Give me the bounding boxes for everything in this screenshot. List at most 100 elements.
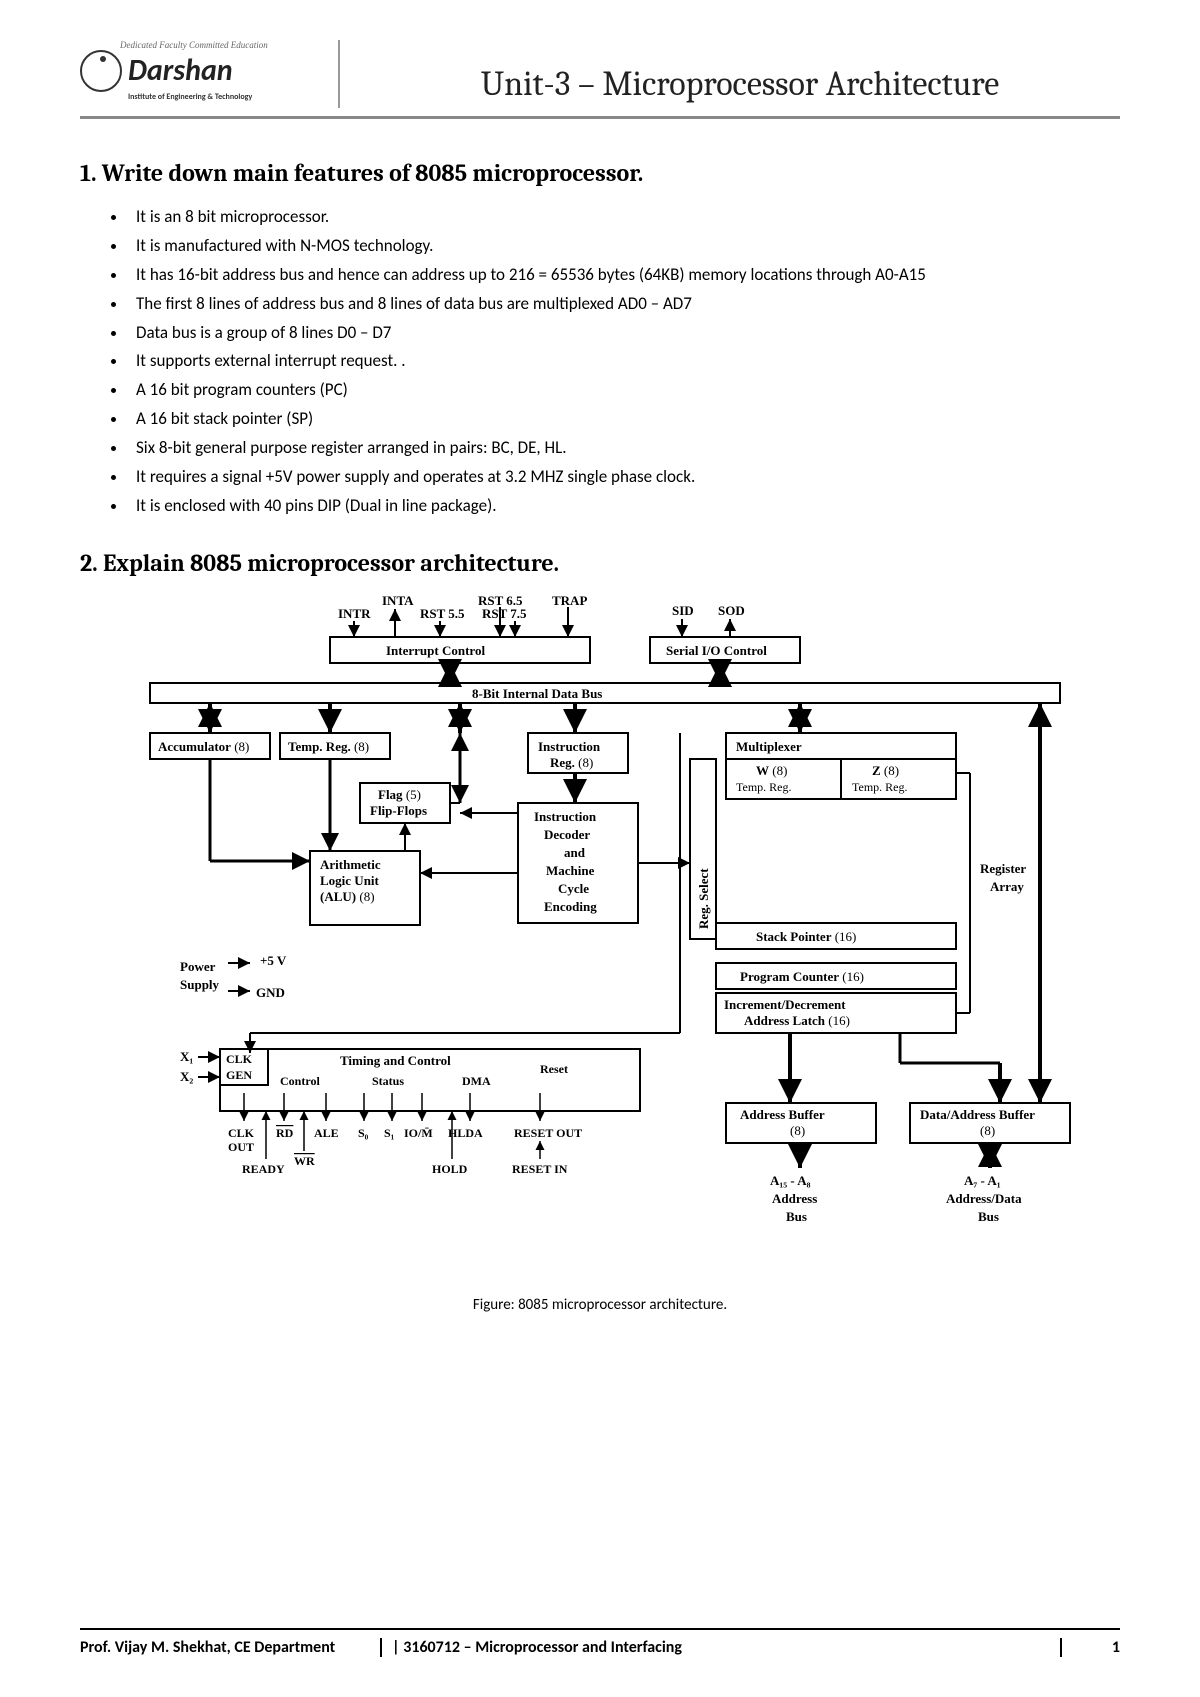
svg-text:INTA: INTA — [382, 593, 414, 608]
svg-text:Power: Power — [180, 959, 216, 974]
svg-text:Control: Control — [280, 1074, 320, 1088]
footer-course: | 3160712 – Microprocessor and Interfaci… — [380, 1638, 1060, 1657]
architecture-diagram: INTR INTA RST 5.5 RST 6.5 RST 7.5 TRAP S… — [80, 593, 1120, 1314]
svg-text:S₀: S₀ — [358, 1126, 369, 1140]
unit-title: Unit-3 – Microprocessor Architecture — [340, 64, 1120, 108]
logo-block: Dedicated Faculty Committed Education Da… — [80, 40, 340, 108]
svg-text:(8): (8) — [980, 1123, 995, 1138]
svg-text:Reg. Select: Reg. Select — [696, 867, 711, 928]
svg-text:Instruction: Instruction — [538, 739, 601, 754]
list-item: A 16 bit stack pointer (SP) — [128, 405, 1120, 434]
svg-text:CLK: CLK — [226, 1052, 253, 1066]
list-item: It requires a signal +5V power supply an… — [128, 463, 1120, 492]
svg-text:READY: READY — [242, 1162, 285, 1176]
list-item: It is manufactured with N-MOS technology… — [128, 232, 1120, 261]
list-item: The first 8 lines of address bus and 8 l… — [128, 290, 1120, 319]
question-2-heading: 2. Explain 8085 microprocessor architect… — [80, 549, 1120, 577]
svg-text:Increment/Decrement: Increment/Decrement — [724, 997, 846, 1012]
svg-text:HOLD: HOLD — [432, 1162, 468, 1176]
svg-text:OUT: OUT — [228, 1140, 254, 1154]
svg-text:Serial I/O Control: Serial I/O Control — [666, 643, 767, 658]
svg-text:Accumulator (8): Accumulator (8) — [158, 739, 249, 754]
svg-text:SID: SID — [672, 603, 694, 618]
page-footer: Prof. Vijay M. Shekhat, CE Department | … — [80, 1628, 1120, 1657]
list-item: It is enclosed with 40 pins DIP (Dual in… — [128, 492, 1120, 521]
footer-author: Prof. Vijay M. Shekhat, CE Department — [80, 1638, 380, 1657]
svg-text:S₁: S₁ — [384, 1126, 395, 1140]
svg-text:RESET IN: RESET IN — [512, 1162, 568, 1176]
svg-text:(ALU) (8): (ALU) (8) — [320, 889, 375, 904]
logo-name: Darshan — [128, 56, 233, 86]
svg-text:Register: Register — [980, 861, 1026, 876]
svg-text:Supply: Supply — [180, 977, 220, 992]
svg-text:Flag (5): Flag (5) — [378, 787, 421, 802]
svg-text:A₇ - A₁: A₇ - A₁ — [964, 1173, 1001, 1188]
svg-text:Timing and Control: Timing and Control — [340, 1053, 451, 1068]
list-item: It is an 8 bit microprocessor. — [128, 203, 1120, 232]
logo-tagline: Dedicated Faculty Committed Education — [120, 40, 326, 50]
svg-text:Address: Address — [772, 1191, 817, 1206]
svg-text:Stack Pointer (16): Stack Pointer (16) — [756, 929, 856, 944]
svg-text:X₁: X₁ — [180, 1049, 193, 1064]
svg-text:RESET OUT: RESET OUT — [514, 1126, 582, 1140]
svg-text:Machine: Machine — [546, 863, 595, 878]
svg-text:GEN: GEN — [226, 1068, 252, 1082]
svg-text:Reset: Reset — [540, 1062, 568, 1076]
svg-text:IO/M̄: IO/M̄ — [404, 1126, 433, 1140]
svg-text:RD: RD — [276, 1126, 294, 1140]
svg-text:CLK: CLK — [228, 1126, 255, 1140]
svg-text:Bus: Bus — [786, 1209, 807, 1224]
svg-text:WR: WR — [294, 1154, 315, 1168]
svg-text:Data/Address Buffer: Data/Address Buffer — [920, 1107, 1035, 1122]
svg-text:DMA: DMA — [462, 1074, 491, 1088]
svg-text:Z (8): Z (8) — [872, 763, 899, 778]
svg-text:Cycle: Cycle — [558, 881, 589, 896]
svg-text:Temp. Reg. (8): Temp. Reg. (8) — [288, 739, 369, 754]
svg-text:GND: GND — [256, 985, 285, 1000]
svg-text:Decoder: Decoder — [544, 827, 590, 842]
svg-text:Array: Array — [990, 879, 1024, 894]
svg-text:8-Bit Internal Data Bus: 8-Bit Internal Data Bus — [472, 686, 602, 701]
features-list: It is an 8 bit microprocessor. It is man… — [128, 203, 1120, 521]
svg-text:Address Buffer: Address Buffer — [740, 1107, 825, 1122]
svg-text:Multiplexer: Multiplexer — [736, 739, 802, 754]
svg-text:HLDA: HLDA — [448, 1126, 483, 1140]
svg-text:Bus: Bus — [978, 1209, 999, 1224]
svg-text:INTR: INTR — [338, 606, 371, 621]
svg-text:Status: Status — [372, 1074, 404, 1088]
svg-text:A₁₅ - A₈: A₁₅ - A₈ — [770, 1173, 811, 1188]
darshan-logo-icon — [80, 50, 122, 92]
svg-text:and: and — [564, 845, 586, 860]
list-item: A 16 bit program counters (PC) — [128, 376, 1120, 405]
list-item: Six 8-bit general purpose register arran… — [128, 434, 1120, 463]
svg-text:Flip-Flops: Flip-Flops — [370, 803, 427, 818]
svg-text:RST 5.5: RST 5.5 — [420, 606, 465, 621]
svg-text:RST 7.5: RST 7.5 — [482, 606, 527, 621]
svg-text:Interrupt Control: Interrupt Control — [386, 643, 485, 658]
svg-text:(8): (8) — [790, 1123, 805, 1138]
logo-subtitle: Institute of Engineering & Technology — [128, 92, 326, 102]
svg-text:Temp. Reg.: Temp. Reg. — [852, 780, 907, 794]
figure-caption: Figure: 8085 microprocessor architecture… — [80, 1296, 1120, 1314]
svg-text:ALE: ALE — [314, 1126, 339, 1140]
page-header: Dedicated Faculty Committed Education Da… — [80, 40, 1120, 119]
svg-text:Encoding: Encoding — [544, 899, 597, 914]
svg-text:SOD: SOD — [718, 603, 745, 618]
svg-text:+5 V: +5 V — [260, 953, 287, 968]
list-item: Data bus is a group of 8 lines D0 – D7 — [128, 319, 1120, 348]
svg-text:Program Counter (16): Program Counter (16) — [740, 969, 864, 984]
svg-text:Address Latch (16): Address Latch (16) — [744, 1013, 850, 1028]
svg-text:X₂: X₂ — [180, 1069, 193, 1084]
list-item: It has 16-bit address bus and hence can … — [128, 261, 1120, 290]
svg-text:TRAP: TRAP — [552, 593, 587, 608]
svg-text:Reg. (8): Reg. (8) — [550, 755, 593, 770]
footer-page: 1 — [1060, 1638, 1120, 1657]
list-item: It supports external interrupt request. … — [128, 347, 1120, 376]
svg-text:W (8): W (8) — [756, 763, 787, 778]
svg-text:Address/Data: Address/Data — [946, 1191, 1022, 1206]
svg-text:Temp. Reg.: Temp. Reg. — [736, 780, 791, 794]
svg-text:Arithmetic: Arithmetic — [320, 857, 381, 872]
svg-text:Logic Unit: Logic Unit — [320, 873, 380, 888]
svg-text:Instruction: Instruction — [534, 809, 597, 824]
question-1-heading: 1. Write down main features of 8085 micr… — [80, 159, 1120, 187]
